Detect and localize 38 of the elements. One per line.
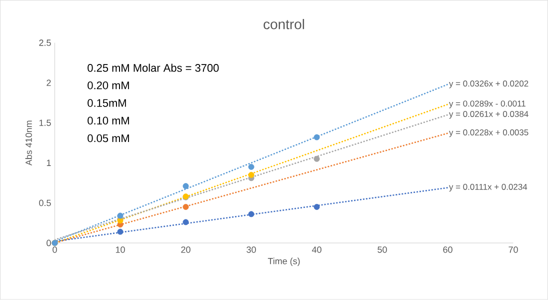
point (248, 164, 254, 170)
point (314, 134, 320, 140)
x-tick-label: 60 (443, 246, 452, 253)
point (248, 211, 254, 218)
x-tick-label: 20 (181, 246, 190, 253)
point (248, 172, 254, 178)
point (314, 156, 320, 162)
x-axis-title: Time (s) (268, 258, 300, 266)
series-label: y = 0.0228x + 0.0035 (448, 130, 528, 138)
annotation: 0.05 mM (88, 134, 129, 142)
x-tick-label: 30 (246, 246, 256, 253)
series-label: y = 0.0261x + 0.0384 (448, 111, 528, 119)
x-tick-label: 0 (52, 246, 57, 253)
series-label: y = 0.0289x - 0.0011 (448, 100, 526, 108)
x-tick-label: 70 (508, 246, 518, 253)
point (182, 219, 189, 226)
point (182, 204, 189, 210)
y-tick-label: 1.5 (39, 120, 51, 126)
point (314, 204, 320, 210)
y-tick-label: 0 (46, 240, 51, 246)
x-tick-label: 40 (312, 246, 322, 253)
x-tick-label: 10 (116, 246, 125, 253)
y-tick-label: 1 (46, 160, 51, 166)
point (182, 183, 189, 190)
point (117, 212, 124, 219)
series-label: y = 0.0326x + 0.0202 (448, 80, 528, 88)
x-tick-label: 50 (378, 246, 387, 253)
y-axis-title: Abs 410nm (25, 120, 32, 166)
annotation: 0.10 mM (88, 116, 129, 125)
y-tick-label: 0.5 (39, 200, 51, 206)
chart-title: control (264, 19, 304, 30)
point (117, 228, 124, 235)
y-tick-label: 2 (46, 80, 51, 86)
annotation: 0.25 mM Molar Abs = 3700 (88, 64, 219, 72)
annotation: 0.15mM (88, 99, 126, 108)
series-label: y = 0.0111x + 0.0234 (448, 184, 528, 192)
annotation: 0.20 mM (88, 82, 129, 90)
y-tick-label: 2.5 (39, 40, 51, 46)
